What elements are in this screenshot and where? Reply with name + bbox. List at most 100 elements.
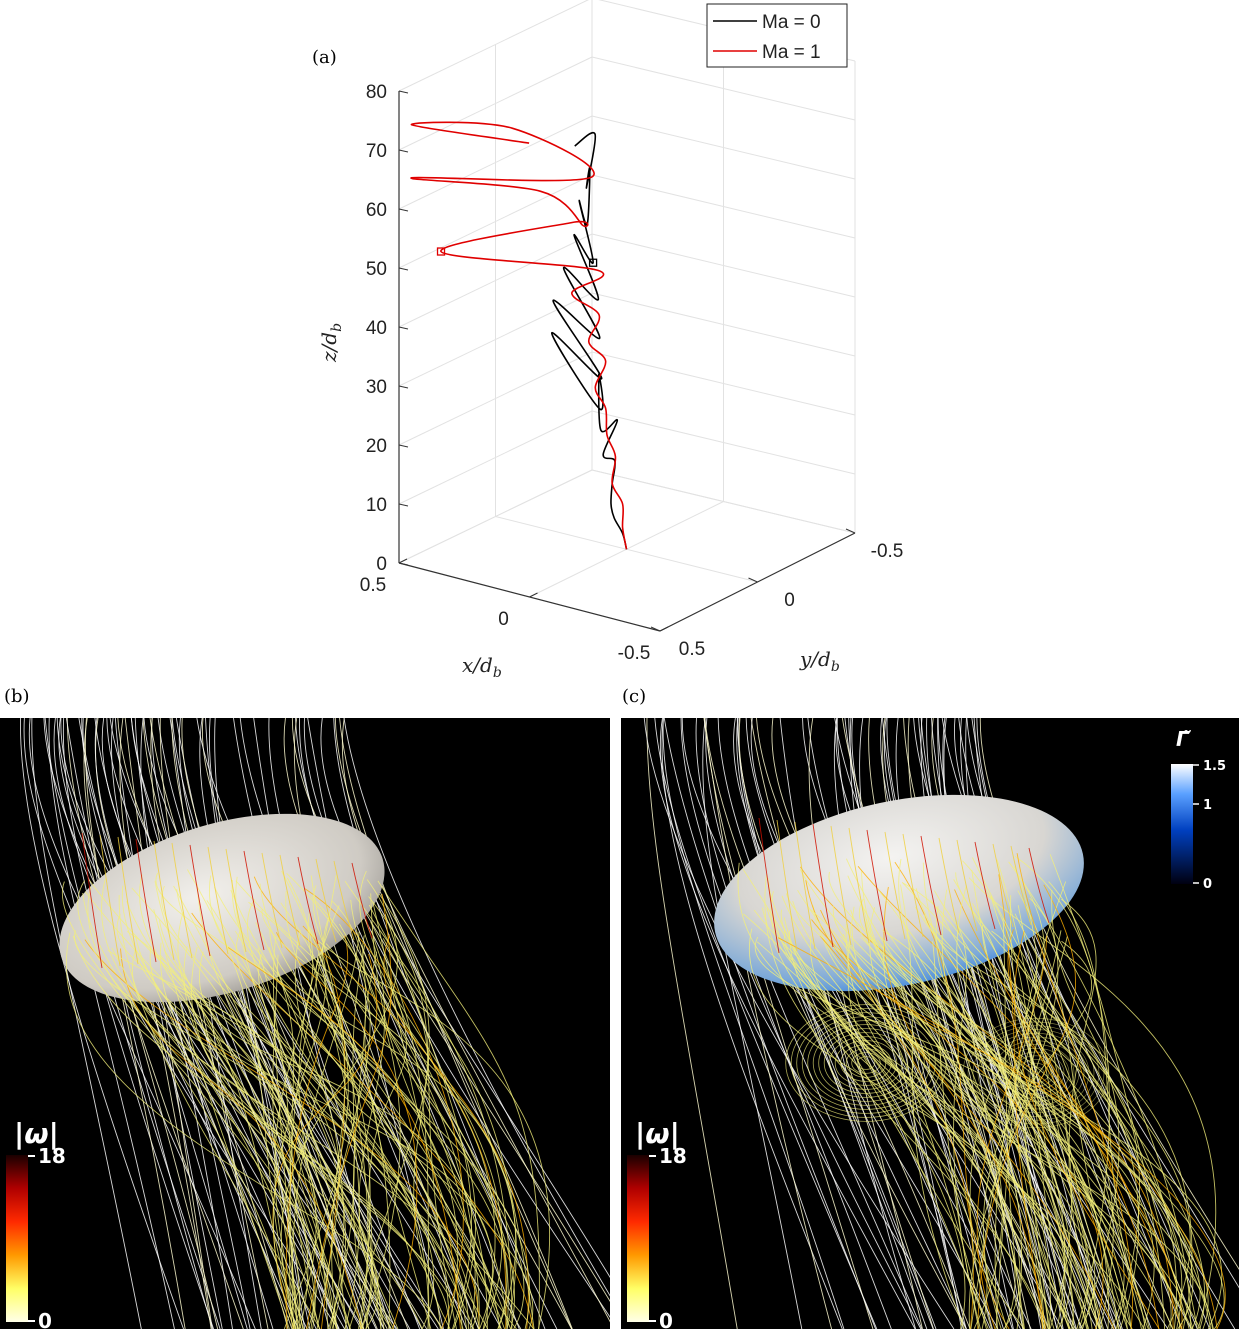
streamline: [845, 858, 1089, 1329]
streamline: [199, 951, 508, 1329]
streamline: [160, 954, 337, 1329]
streamline: [273, 936, 299, 1329]
streamline: [348, 938, 429, 1329]
z-tick: [398, 326, 409, 330]
streamline: [187, 869, 297, 1329]
colorbar-max-c: 18: [659, 1144, 687, 1168]
surface-streamline: [830, 825, 852, 946]
vortex-streamline: [796, 1012, 936, 1114]
panel-b-visualization: |ω| 18 0: [0, 718, 610, 1329]
surface-streamline: [153, 840, 175, 961]
surface-streamline: [243, 850, 265, 951]
streamline: [991, 930, 1133, 1329]
chart-legend: Ma = 0 Ma = 1: [706, 3, 848, 68]
vortex-streamline: [829, 1036, 903, 1090]
streamline: [800, 866, 1218, 1329]
surface-streamline: [920, 835, 942, 936]
streamline: [163, 949, 373, 1329]
surface-streamline: [866, 829, 888, 942]
streamline: [766, 908, 988, 1329]
chart-series: [410, 121, 628, 550]
gamma-colorbar-min: 0: [1203, 877, 1212, 892]
streamline: [310, 875, 369, 1329]
vortex-streamline: [1027, 1066, 1045, 1080]
streamline: [94, 718, 362, 1329]
streamline: [111, 947, 423, 1329]
z-tick-label: 40: [366, 318, 387, 339]
gamma-colorbar-title: Γ̃: [1176, 727, 1192, 751]
streamline: [783, 917, 1090, 1329]
streamline: [960, 718, 1123, 1329]
streamline: [135, 935, 493, 1329]
surface-streamline: [776, 819, 798, 952]
streamline: [1048, 881, 1149, 1329]
streamline: [268, 946, 340, 1329]
streamline: [281, 870, 349, 1329]
vortex-streamline: [856, 1056, 876, 1070]
z-tick-label: 80: [366, 82, 387, 103]
gamma-colorbar-mid: 1: [1203, 798, 1212, 813]
streamline: [819, 935, 974, 1329]
z-tick-label: 10: [366, 495, 387, 516]
surface-streamline: [81, 832, 103, 969]
streamline: [370, 893, 512, 1329]
vortex-streamline: [997, 1044, 1075, 1102]
vortex-streamline: [845, 1048, 887, 1078]
streamline: [797, 889, 1021, 1329]
streamline: [191, 946, 441, 1329]
streamline: [953, 924, 981, 1329]
streamline: [761, 907, 1088, 1329]
streamline: [307, 912, 501, 1329]
x-tick-label: -0.5: [618, 643, 651, 664]
streamline: [101, 878, 479, 1329]
panel-label-a: (a): [312, 47, 337, 68]
surface-streamline: [992, 843, 1014, 928]
y-tick: [650, 626, 661, 632]
chart-grid: [398, 0, 856, 632]
streamline: [303, 718, 610, 1318]
streamline: [756, 941, 1049, 1329]
streamline: [979, 718, 1239, 1270]
vortex-streamline: [962, 1017, 1110, 1129]
streamline: [126, 931, 297, 1329]
streamline: [131, 887, 337, 1329]
streamline: [754, 936, 1155, 1329]
streamline: [982, 924, 1194, 1329]
streamline: [378, 893, 451, 1329]
x-tick: [659, 626, 669, 632]
streamline: [280, 879, 398, 1329]
legend-label-ma0: Ma = 0: [762, 12, 821, 33]
surface-streamline: [297, 856, 319, 945]
streamline: [370, 930, 509, 1329]
streamline: [659, 718, 916, 1329]
streamline: [285, 891, 371, 1329]
z-tick-label: 0: [376, 554, 387, 575]
streamline: [662, 718, 845, 1329]
streamline: [161, 885, 346, 1329]
vortex-streamline: [992, 1040, 1080, 1106]
vortex-streamline: [972, 1025, 1100, 1121]
streamline: [82, 892, 296, 1329]
x-tick: [398, 558, 408, 564]
streamline: [334, 718, 610, 1323]
vortex-streamline: [807, 1020, 925, 1106]
y-tick-label: 0: [784, 590, 795, 611]
y-tick-label: 0.5: [679, 639, 705, 660]
y-axis-label: y/db: [799, 647, 840, 675]
z-tick: [398, 444, 409, 448]
streamline: [1014, 930, 1160, 1329]
panel-label-b: (b): [4, 686, 30, 707]
surface-streamline: [117, 836, 139, 965]
vortex-streamline: [823, 1032, 909, 1094]
panel-label-c: (c): [622, 686, 647, 707]
gamma-colorbar-max: 1.5: [1203, 759, 1226, 774]
streamline: [955, 872, 1140, 1329]
surface-streamline: [315, 858, 337, 943]
vorticity-colorbar: |ω| 18 0: [627, 1117, 687, 1329]
vortex-streamline: [812, 1024, 920, 1102]
streamline: [971, 857, 1214, 1329]
vortex-streamline: [801, 1016, 931, 1110]
grid-line: [591, 469, 856, 534]
vortex-streamline: [1007, 1051, 1065, 1095]
surface-streamline: [171, 842, 193, 959]
